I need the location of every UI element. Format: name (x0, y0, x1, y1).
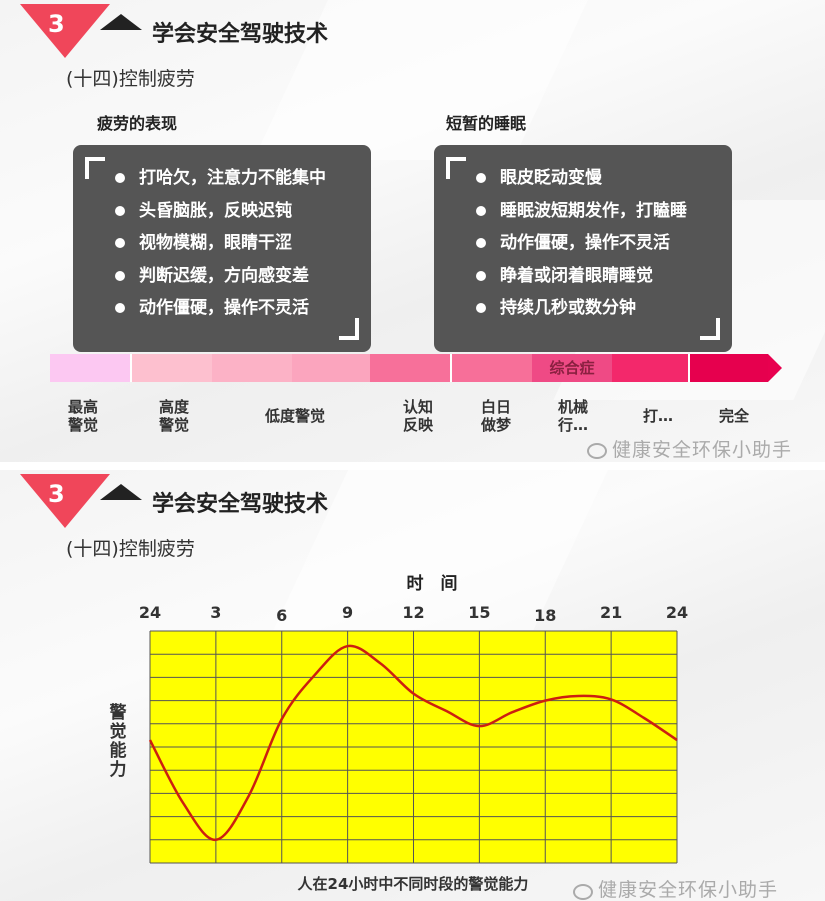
arrow-icon (768, 354, 782, 382)
list-item: 头昏脑胀，反映迟钝 (113, 198, 326, 231)
section-badge (20, 4, 110, 58)
stage-label: 高度 警觉 (158, 398, 189, 434)
y-axis-label: 警觉能力 (109, 702, 127, 780)
stage-label: 最高 警觉 (67, 398, 98, 434)
x-axis-label: 时 间 (407, 573, 458, 594)
scale-segment (212, 354, 292, 382)
corner-bracket-icon (85, 157, 105, 179)
list-item: 动作僵硬，操作不灵活 (474, 230, 687, 263)
x-tick-label: 21 (600, 603, 622, 622)
list-item: 持续几秒或数分钟 (474, 295, 687, 328)
scale-segment (132, 354, 212, 382)
wechat-icon (573, 884, 593, 900)
y-axis-label-char: 能 (110, 740, 127, 761)
alertness-line (148, 644, 678, 842)
corner-bracket-icon (446, 157, 466, 179)
corner-bracket-icon (339, 318, 359, 340)
y-axis-label-char: 警 (109, 702, 127, 723)
wechat-icon (587, 443, 607, 459)
micro-sleep-box: 眼皮眨动变慢 睡眠波短期发作，打瞌睡 动作僵硬，操作不灵活 睁着或闭着眼睛睡觉 持续几秒… (434, 145, 732, 352)
right-heading: 短暂的睡眠 (446, 114, 527, 133)
stage-label: 打… (642, 407, 673, 425)
fatigue-symptoms-box: 打哈欠，注意力不能集中 头昏脑胀，反映迟钝 视物模糊，眼睛干涩 判断迟缓，方向感变差动… (73, 145, 371, 352)
x-tick-label: 6 (276, 606, 287, 625)
list-item: 动作僵硬，操作不灵活 (113, 295, 326, 328)
list-item: 判断迟缓，方向感变差 (113, 263, 326, 296)
x-tick-label: 15 (468, 603, 490, 622)
scale-segment: 综合症 (532, 354, 612, 382)
watermark: 健康安全环保小助手 (598, 879, 779, 901)
list-item: 眼皮眨动变慢 (474, 165, 687, 198)
x-tick-label: 3 (210, 603, 221, 622)
x-tick-label: 24 (666, 603, 688, 622)
list-item: 睁着或闭着眼睛睡觉 (474, 263, 687, 296)
chart-title: 人在24小时中不同时段的警觉能力 (298, 875, 529, 893)
left-heading: 疲劳的表现 (97, 114, 178, 133)
section-badge (20, 474, 110, 528)
stage-label: 完全 (718, 407, 749, 425)
syndrome-label: 综合症 (549, 359, 595, 377)
list-item: 视物模糊，眼睛干涩 (113, 230, 326, 263)
scale-segment (370, 354, 452, 382)
slide-title: 学会安全驾驶技术 (152, 492, 329, 517)
scale-segment (452, 354, 532, 382)
section-number: 3 (48, 480, 65, 508)
list-item: 打哈欠，注意力不能集中 (113, 165, 326, 198)
slide-fatigue-symptoms: 3 学会安全驾驶技术 (十四)控制疲劳 疲劳的表现 短暂的睡眠 打哈欠，注意力不… (0, 0, 825, 462)
stage-label: 白日 做梦 (480, 398, 511, 434)
watermark: 健康安全环保小助手 (612, 439, 793, 461)
corner-bracket-icon (700, 318, 720, 340)
stage-label: 机械 行… (557, 398, 588, 434)
scale-segment (292, 354, 370, 382)
stage-label: 认知 反映 (402, 398, 433, 434)
triangle-icon (100, 14, 142, 30)
section-number: 3 (48, 10, 65, 38)
list-item: 睡眠波短期发作，打瞌睡 (474, 198, 687, 231)
slide-subtitle: (十四)控制疲劳 (66, 68, 195, 90)
scale-segment (690, 354, 768, 382)
y-axis-label-char: 觉 (110, 721, 127, 742)
x-tick-label: 18 (534, 606, 556, 625)
scale-segment (50, 354, 132, 382)
scale-segment (612, 354, 690, 382)
slide-alertness-chart: 3 学会安全驾驶技术 (十四)控制疲劳 时 间 人在24小时中不同时段的警觉能力… (0, 470, 825, 901)
x-tick-label: 9 (342, 603, 353, 622)
x-tick-label: 12 (402, 603, 424, 622)
slide-subtitle: (十四)控制疲劳 (66, 538, 195, 560)
stage-label: 低度警觉 (264, 407, 325, 425)
alertness-chart: 时 间 人在24小时中不同时段的警觉能力 警觉能力 24 3 6 9 12 15 18 21 2… (109, 573, 689, 893)
slide-title: 学会安全驾驶技术 (152, 22, 329, 47)
triangle-icon (100, 484, 142, 500)
alertness-scale-bar: 综合症 (50, 354, 782, 382)
x-tick-label: 24 (139, 603, 161, 622)
y-axis-label-char: 力 (110, 759, 127, 780)
